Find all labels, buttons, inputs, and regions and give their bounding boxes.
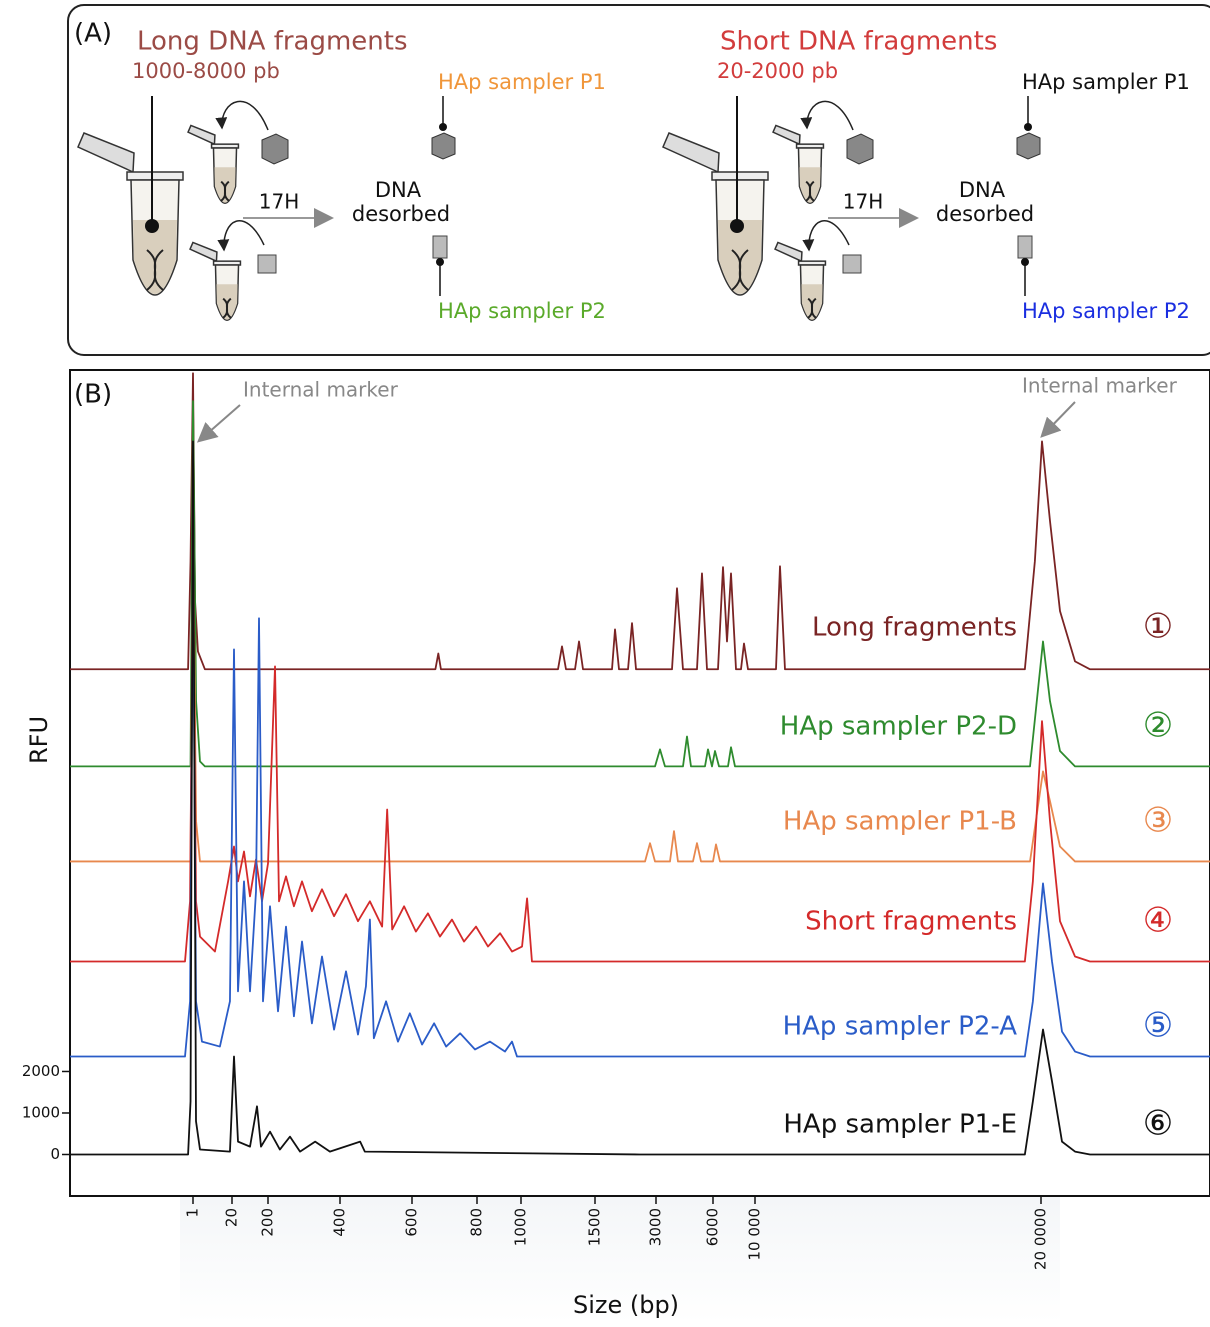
trace [70, 520, 1210, 863]
trace-number: ② [1143, 706, 1173, 746]
tube-rim [711, 171, 769, 181]
tube-cap [187, 124, 216, 146]
result: DNA [375, 178, 422, 202]
panel-label: (B) [74, 380, 112, 410]
sampler-cyl [432, 235, 448, 259]
y-tick-label: 0 [50, 1145, 60, 1163]
sampler-block [431, 132, 456, 160]
sampler-label: HAp sampler P2 [438, 299, 606, 323]
trace-number: ① [1143, 607, 1173, 647]
x-tick-label: 1 [184, 1208, 202, 1218]
group-title: Long DNA fragments [137, 27, 408, 57]
tube-cap [772, 124, 801, 146]
pointer-dot [145, 219, 159, 233]
panel-a-icons [77, 96, 1041, 321]
sampler-label: HAp sampler P1 [1022, 70, 1190, 94]
trace-number: ④ [1143, 901, 1173, 941]
panel-a-frame [67, 4, 1210, 356]
trace-label: HAp sampler P2-A [783, 1012, 1018, 1042]
trace [70, 560, 1210, 963]
tube-cap [774, 241, 803, 263]
trace-label: HAp sampler P1-E [783, 1110, 1017, 1140]
trace [70, 400, 1210, 768]
annotation-arrow [196, 404, 241, 443]
axis-band [180, 1197, 1060, 1323]
curve-arrow [217, 220, 265, 252]
curve-arrow [800, 100, 854, 131]
trace-number: ⑤ [1143, 1006, 1173, 1046]
x-axis-label: Size (bp) [573, 1291, 679, 1319]
trace [70, 440, 1210, 1156]
x-tick-label: 800 [468, 1208, 486, 1237]
result: DNA [959, 178, 1006, 202]
result: desorbed [352, 202, 450, 226]
x-tick-label: 3000 [647, 1208, 665, 1246]
curve-arrow [215, 100, 269, 131]
dna [220, 180, 230, 202]
trace-label: Short fragments [805, 907, 1017, 937]
sampler-cyl [1017, 235, 1033, 259]
sampler-block [846, 133, 874, 165]
trace [70, 372, 1210, 671]
sampler-cyl [257, 254, 277, 274]
annotation: Internal marker [243, 378, 399, 402]
y-tick-label: 2000 [22, 1062, 60, 1080]
group-title: Short DNA fragments [720, 27, 997, 57]
pointer-dot [730, 219, 744, 233]
x-tick-label: 20 [223, 1208, 241, 1227]
pointer-dot [439, 123, 447, 131]
trace-number: ⑥ [1143, 1104, 1173, 1144]
dna [146, 249, 164, 291]
x-tick-label: 20 0000 [1032, 1208, 1050, 1270]
x-tick-label: 400 [331, 1208, 349, 1237]
result: desorbed [936, 202, 1034, 226]
sampler-label: HAp sampler P2 [1022, 299, 1190, 323]
tube-rim [126, 171, 184, 181]
trace-label: HAp sampler P2-D [780, 712, 1017, 742]
curve-arrow [802, 220, 850, 252]
x-tick-label: 6000 [704, 1208, 722, 1246]
trace-number: ③ [1143, 801, 1173, 841]
scheme [77, 96, 456, 321]
x-tick-label: 10 000 [746, 1208, 764, 1261]
annotation-arrow [1040, 401, 1076, 438]
dna [805, 180, 815, 202]
dna [731, 249, 749, 291]
sampler-block [261, 133, 289, 165]
scheme [662, 96, 1041, 321]
sampler-cyl [842, 254, 862, 274]
trace-label: Long fragments [812, 613, 1017, 643]
sampler-label: HAp sampler P1 [438, 70, 606, 94]
tube-cap [662, 132, 720, 174]
dna [222, 297, 232, 319]
trace-label: HAp sampler P1-B [783, 807, 1017, 837]
x-tick-label: 600 [403, 1208, 421, 1237]
y-tick-label: 1000 [22, 1103, 60, 1121]
annotation: Internal marker [1022, 374, 1178, 398]
tube-cap [189, 241, 218, 263]
x-tick-label: 1000 [512, 1208, 530, 1246]
y-axis-label: RFU [25, 716, 53, 764]
trace [70, 560, 1210, 1058]
duration: 17H [259, 190, 300, 214]
dna [807, 297, 817, 319]
x-tick-label: 200 [259, 1208, 277, 1237]
tube-liquid [718, 220, 762, 294]
size-range: 20-2000 pb [717, 59, 838, 83]
tube-liquid [133, 220, 177, 294]
tube-cap [77, 132, 135, 174]
pointer-dot [1024, 123, 1032, 131]
duration: 17H [843, 190, 884, 214]
plot: 1 20 200 400 600 800 1000 1500 3000 6000 10 000 20 … [22, 372, 1210, 1270]
size-range: 1000-8000 pb [132, 59, 280, 83]
panel-label: (A) [74, 19, 112, 49]
x-tick-label: 1500 [586, 1208, 604, 1246]
sampler-block [1016, 132, 1041, 160]
